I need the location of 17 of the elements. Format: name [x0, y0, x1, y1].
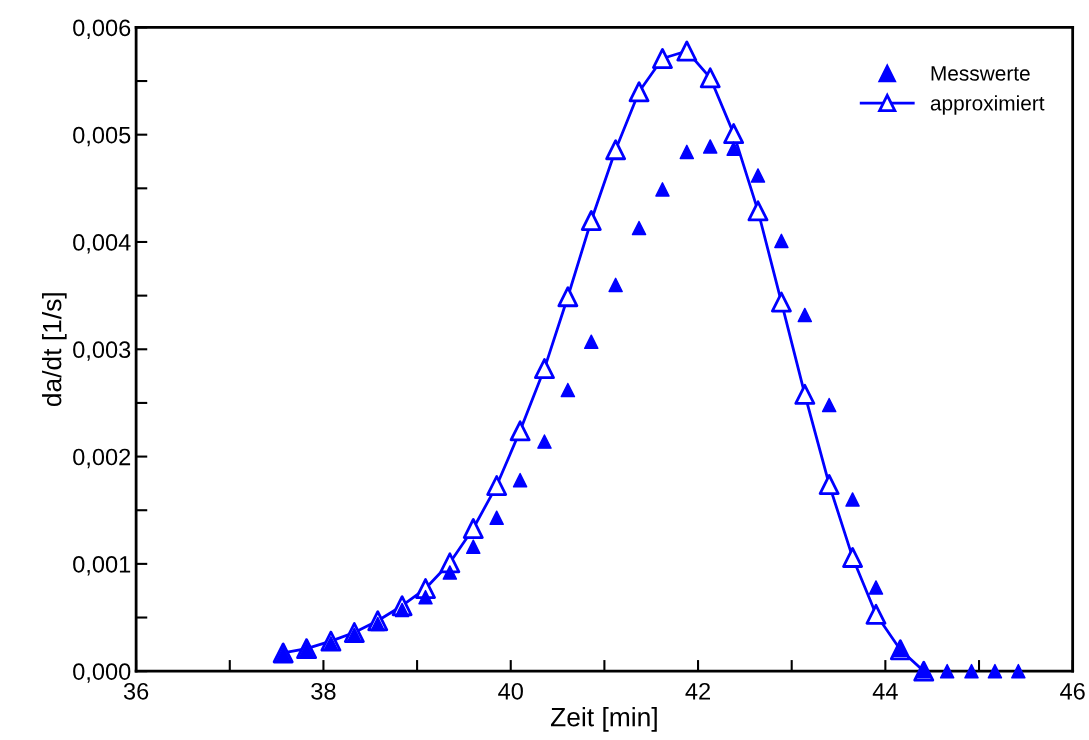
y-tick-label: 0,005: [73, 126, 131, 147]
x-tick-label: 36: [123, 682, 149, 700]
x-tick-label: 38: [311, 682, 336, 700]
legend-label: approximiert: [930, 95, 1045, 115]
x-tick-label: 44: [872, 683, 898, 700]
y-tick-label: 0,001: [73, 555, 131, 576]
x-tick-label: 42: [685, 682, 710, 700]
y-tick-label: 0,004: [73, 234, 131, 254]
x-tick-label: 46: [1060, 682, 1085, 700]
y-tick-label: 0,006: [73, 19, 131, 39]
y-axis-title: da/dt [1/s]: [42, 293, 67, 407]
y-tick-label: 0,002: [73, 448, 131, 469]
y-tick-label: 0,003: [73, 341, 131, 361]
legend-label: Messwerte: [931, 66, 1030, 81]
x-tick-label: 40: [498, 682, 523, 700]
y-tick-label: 0,000: [73, 663, 131, 683]
x-axis-title: Zeit [min]: [550, 707, 657, 732]
